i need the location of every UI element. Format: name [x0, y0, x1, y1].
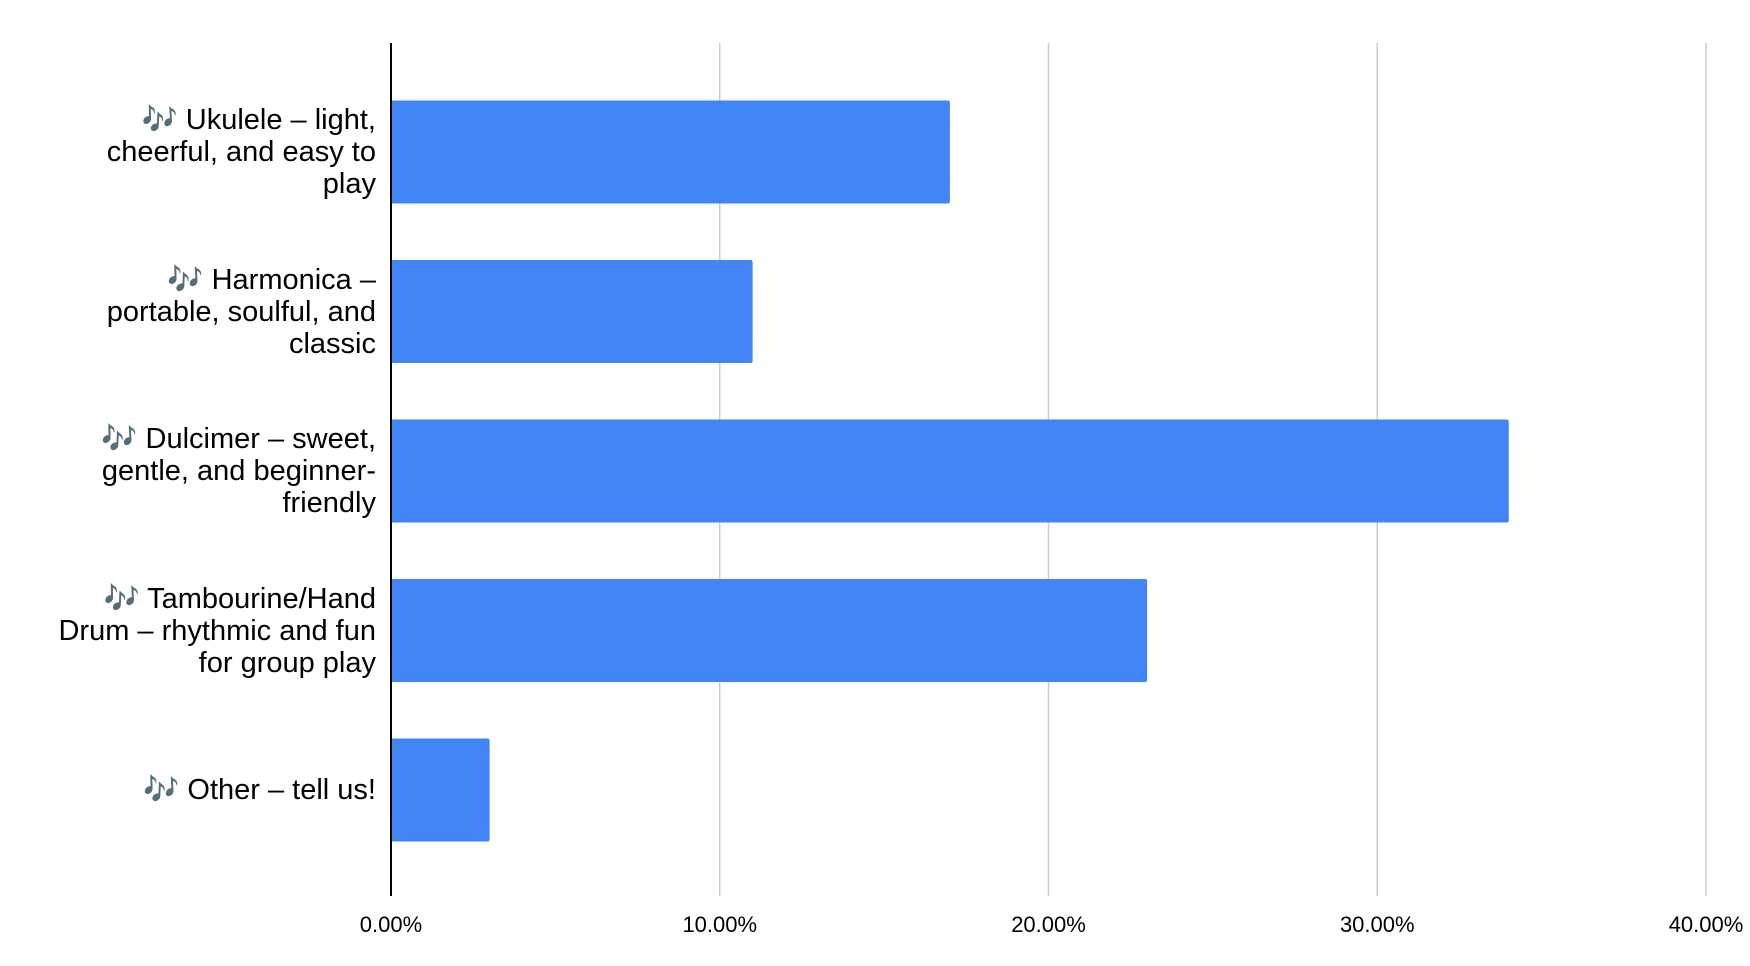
bar: [391, 100, 950, 204]
bar: [391, 260, 753, 363]
y-tick-label: 🎶 Ukulele – light, cheerful, and easy to…: [106, 104, 376, 200]
x-tick-label: 0.00%: [360, 912, 422, 937]
x-tick-label: 10.00%: [682, 912, 757, 937]
bar: [391, 419, 1509, 523]
y-tick-label: 🎶 Tambourine/Hand Drum – rhythmic and fu…: [58, 582, 376, 679]
x-tick-label: 20.00%: [1011, 912, 1086, 937]
bar: [391, 738, 490, 842]
y-tick-label: 🎶 Other – tell us!: [143, 774, 376, 806]
y-tick-label: 🎶 Dulcimer – sweet, gentle, and beginner…: [101, 423, 376, 519]
x-tick-label: 30.00%: [1340, 912, 1415, 937]
x-tick-label: 40.00%: [1669, 912, 1744, 937]
y-tick-label: 🎶 Harmonica – portable, soulful, and cla…: [106, 263, 376, 360]
bar: [391, 579, 1148, 682]
